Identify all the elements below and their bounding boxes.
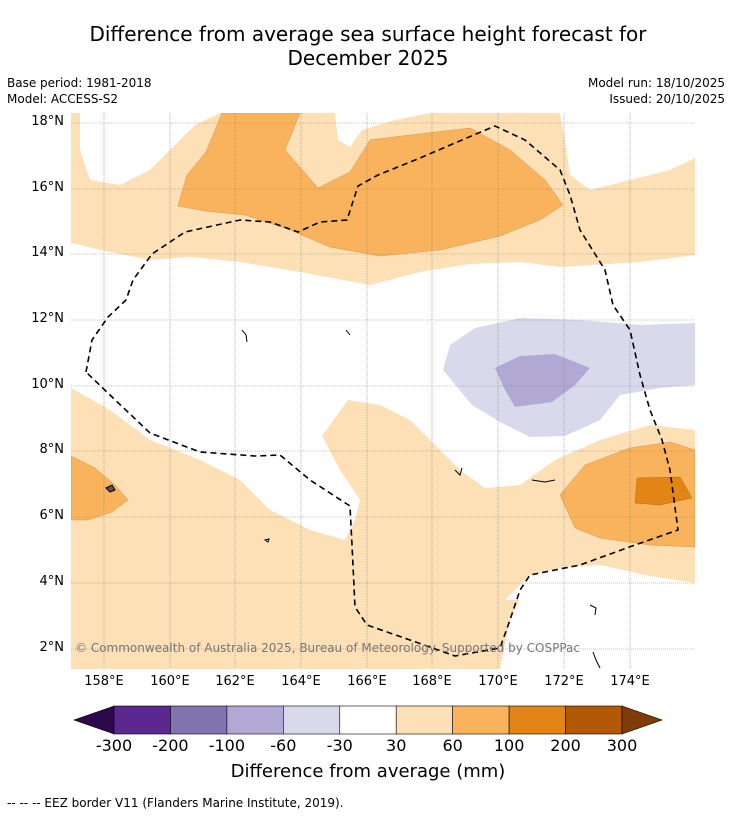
contour-60-100-north [177, 113, 564, 257]
colorbar-tick-label: -60 [270, 736, 297, 755]
colorbar-segment [113, 705, 171, 735]
contour-neutral-top-left [80, 113, 220, 185]
eez-legend-note: -- -- -- EEZ border V11 (Flanders Marine… [7, 796, 344, 810]
colorbar-segment [452, 705, 510, 735]
map-title: Difference from average sea surface heig… [0, 22, 736, 70]
colorbar [73, 705, 663, 735]
contour-neutral-bottom-right [500, 567, 695, 669]
lat-label: 14°N [31, 245, 64, 260]
colorbar-tick-label: -300 [95, 736, 133, 755]
model-run: Model run: 18/10/2025 [587, 76, 725, 90]
island-outline [454, 467, 463, 476]
island-outline [592, 651, 601, 669]
colorbar-segment [565, 705, 623, 735]
contour-100-200-east [634, 476, 693, 506]
lat-label: 8°N [39, 442, 65, 457]
colorbar-tick-label: -200 [152, 736, 189, 755]
graticule [71, 113, 695, 669]
lon-label: 174°E [610, 674, 650, 689]
colorbar-tick-label: -30 [326, 736, 353, 755]
lon-label: 164°E [281, 674, 321, 689]
lon-label: 160°E [150, 674, 190, 689]
lon-label: 172°E [544, 674, 584, 689]
islands [105, 329, 601, 669]
island-outline [105, 484, 116, 493]
lat-label: 10°N [31, 377, 64, 392]
colorbar-tick-label: -100 [208, 736, 246, 755]
colorbar-tick-label: 60 [442, 736, 463, 755]
contour-30-60-south [71, 388, 695, 669]
meta-left: Base period: 1981-2018 Model: ACCESS-S2 [7, 75, 152, 107]
colorbar-segment [395, 705, 453, 735]
base-period: Base period: 1981-2018 [7, 76, 152, 90]
colorbar-extend-low [73, 705, 115, 735]
lon-label: 166°E [347, 674, 387, 689]
lat-label: 2°N [39, 640, 65, 655]
contour-neutral-top-right [560, 113, 695, 190]
lon-label: 168°E [412, 674, 452, 689]
colorbar-tick-label: 300 [606, 736, 638, 755]
contour-neutral-top [300, 113, 430, 147]
colorbar-tick-label: 200 [550, 736, 581, 755]
island-outline [345, 329, 351, 336]
lat-label: 16°N [31, 180, 64, 195]
lat-label: 6°N [39, 508, 65, 523]
island-outline [531, 479, 556, 483]
lat-label: 18°N [31, 114, 64, 129]
colorbar-tick-label: 100 [493, 736, 525, 755]
lon-label: 170°E [478, 674, 518, 689]
eez-border [85, 125, 679, 657]
colorbar-segment [339, 705, 397, 735]
lat-label: 12°N [31, 311, 64, 326]
colorbar-segment [283, 705, 341, 735]
contour-layer [71, 113, 695, 669]
model-name: Model: ACCESS-S2 [7, 92, 119, 106]
contour-60-100-east [559, 441, 695, 548]
island-outline [589, 604, 597, 616]
issued-date: Issued: 20/10/2025 [609, 92, 725, 106]
title-line-1: Difference from average sea surface heig… [89, 22, 647, 46]
lon-label: 158°E [84, 674, 124, 689]
island-outline [263, 538, 270, 543]
colorbar-segment [170, 705, 228, 735]
lon-label: 162°E [215, 674, 255, 689]
island-outline [241, 329, 248, 343]
title-line-2: December 2025 [287, 46, 449, 70]
colorbar-segment [226, 705, 284, 735]
copyright-notice: © Commonwealth of Australia 2025, Bureau… [75, 641, 580, 655]
colorbar-extend-high [621, 705, 663, 735]
colorbar-label: Difference from average (mm) [230, 761, 506, 782]
colorbar-segment [508, 705, 566, 735]
contour-60-100-west [71, 455, 129, 521]
contour-neg60-neg100 [495, 354, 590, 407]
lat-label: 4°N [39, 574, 65, 589]
colorbar-tick-label: 30 [386, 736, 407, 755]
meta-right: Model run: 18/10/2025 Issued: 20/10/2025 [588, 75, 725, 107]
